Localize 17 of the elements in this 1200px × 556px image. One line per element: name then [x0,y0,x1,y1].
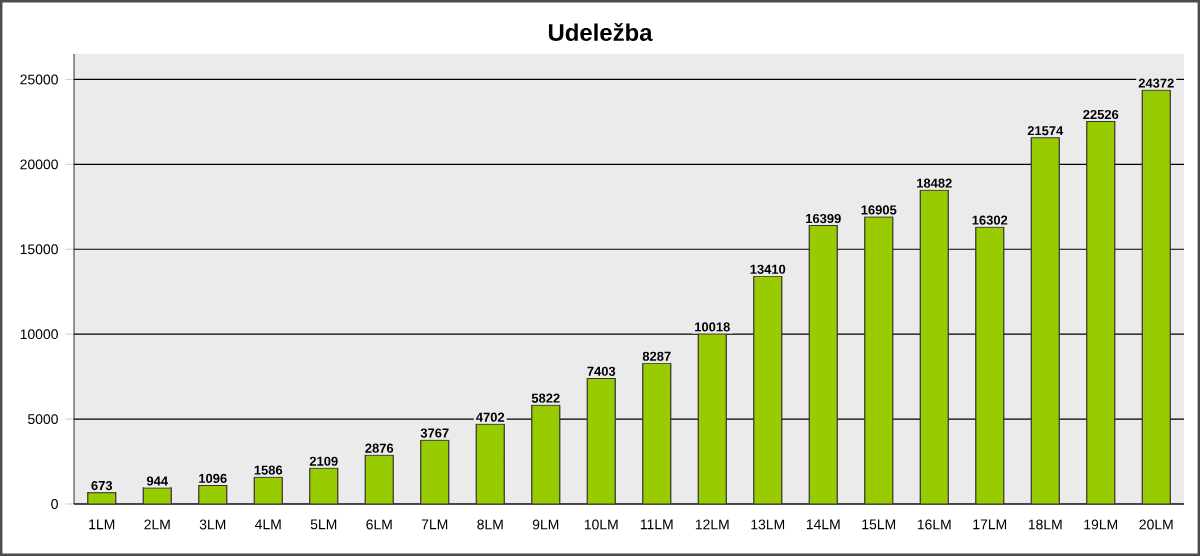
bar [808,224,838,504]
bar [975,226,1005,504]
bar [864,216,894,504]
bar [697,333,727,504]
bar [753,275,783,504]
bar [1086,120,1116,504]
bar [1030,137,1060,504]
bar [531,404,561,504]
bar [642,362,672,504]
bar [364,454,394,504]
bar [309,467,339,504]
bar [919,189,949,504]
bar [254,477,283,504]
bar [586,377,616,504]
bar [1141,89,1171,504]
chart-title: Udeležba [548,22,653,42]
bar [420,439,450,504]
